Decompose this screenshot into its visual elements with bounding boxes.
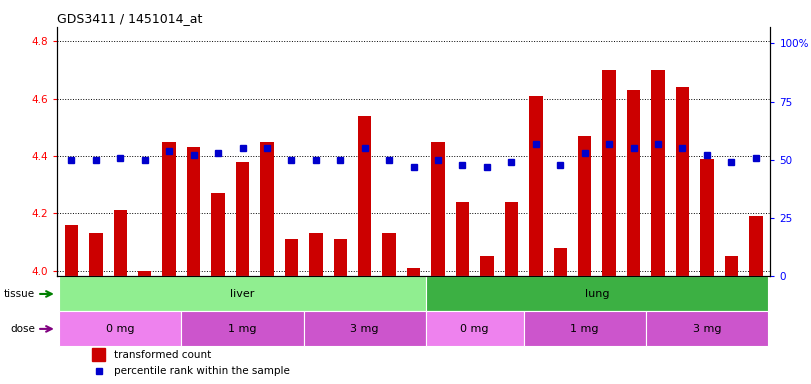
Text: percentile rank within the sample: percentile rank within the sample — [114, 366, 290, 376]
Bar — [383, 233, 396, 276]
Bar — [554, 248, 567, 276]
Bar — [236, 162, 249, 276]
Bar — [431, 142, 444, 276]
Bar — [524, 311, 646, 346]
Bar — [212, 193, 225, 276]
Bar — [749, 216, 762, 276]
Bar — [646, 311, 768, 346]
Bar — [603, 70, 616, 276]
Bar — [92, 348, 105, 361]
Bar — [187, 147, 200, 276]
Bar — [162, 142, 176, 276]
Bar — [724, 257, 738, 276]
Bar — [59, 276, 426, 311]
Bar — [480, 257, 494, 276]
Text: GDS3411 / 1451014_at: GDS3411 / 1451014_at — [57, 12, 202, 25]
Bar — [627, 90, 641, 276]
Bar — [65, 225, 78, 276]
Bar — [504, 202, 518, 276]
Bar — [260, 142, 273, 276]
Bar — [578, 136, 591, 276]
Text: tissue: tissue — [3, 289, 35, 299]
Text: 0 mg: 0 mg — [461, 324, 489, 334]
Bar — [651, 70, 665, 276]
Bar — [456, 202, 470, 276]
Text: 1 mg: 1 mg — [570, 324, 599, 334]
Bar — [407, 268, 420, 276]
Bar — [333, 239, 347, 276]
Text: 1 mg: 1 mg — [228, 324, 257, 334]
Text: liver: liver — [230, 289, 255, 299]
Bar — [182, 311, 303, 346]
Bar — [426, 276, 768, 311]
Bar — [89, 233, 103, 276]
Bar — [358, 116, 371, 276]
Bar — [309, 233, 323, 276]
Bar — [676, 87, 689, 276]
Text: transformed count: transformed count — [114, 350, 211, 360]
Bar — [426, 311, 524, 346]
Bar — [59, 311, 182, 346]
Bar — [138, 271, 152, 276]
Text: 3 mg: 3 mg — [693, 324, 721, 334]
Text: 3 mg: 3 mg — [350, 324, 379, 334]
Text: 0 mg: 0 mg — [106, 324, 135, 334]
Text: dose: dose — [10, 324, 35, 334]
Text: lung: lung — [585, 289, 609, 299]
Bar — [700, 159, 714, 276]
Bar — [529, 96, 543, 276]
Bar — [285, 239, 298, 276]
Bar — [303, 311, 426, 346]
Bar — [114, 210, 127, 276]
